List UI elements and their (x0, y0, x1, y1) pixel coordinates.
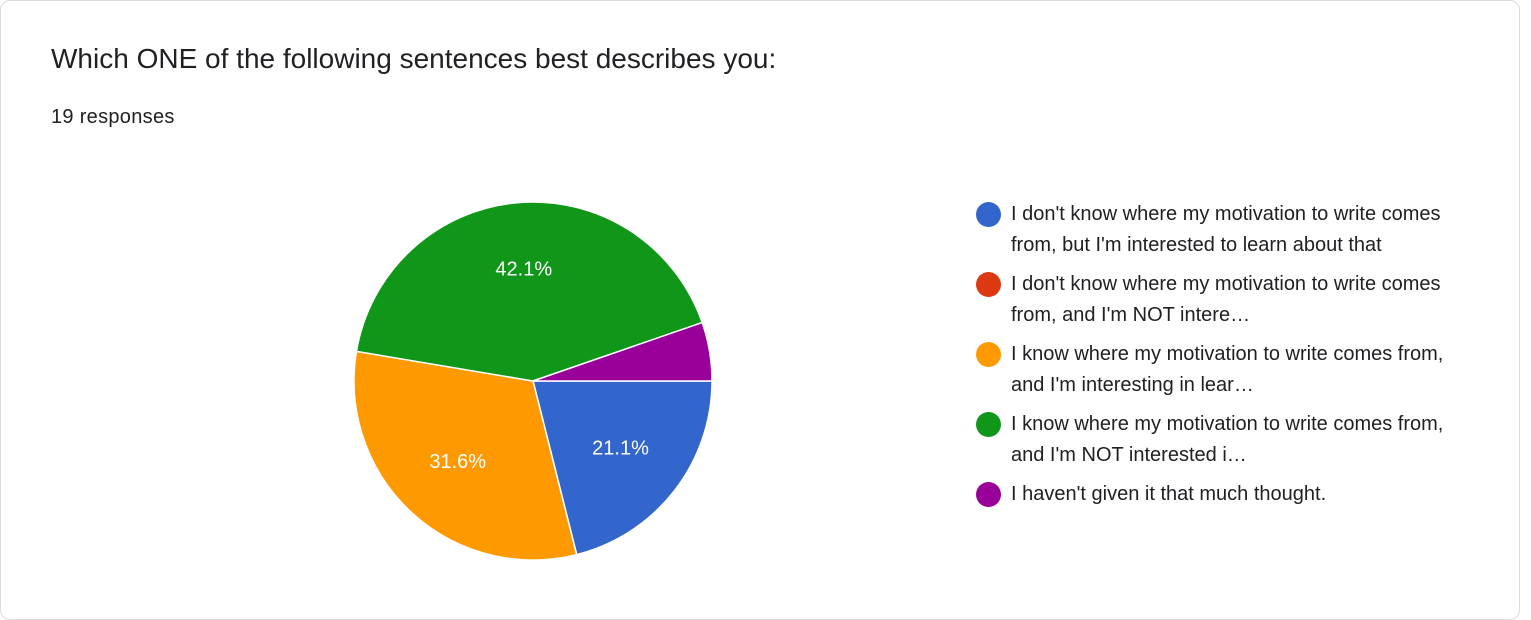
legend-item: I don't know where my motivation to writ… (976, 199, 1456, 261)
legend-label: I know where my motivation to write come… (1011, 413, 1444, 466)
legend-item: I know where my motivation to write come… (976, 409, 1456, 471)
legend-item: I don't know where my motivation to writ… (976, 269, 1456, 331)
response-count: 19 responses (51, 106, 175, 128)
legend-swatch (976, 412, 1001, 437)
chart-title: Which ONE of the following sentences bes… (51, 43, 777, 74)
pie-chart: 21.1% 31.6% 42.1% (353, 201, 713, 561)
pie-slice (532, 321, 713, 382)
pie-slice (353, 350, 578, 561)
legend-item: I know where my motivation to write come… (976, 339, 1456, 401)
legend: I don't know where my motivation to writ… (976, 199, 1456, 518)
slice-label: 42.1% (495, 259, 552, 281)
legend-label: I don't know where my motivation to writ… (1011, 273, 1441, 326)
legend-label: I haven't given it that much thought. (1011, 483, 1327, 505)
legend-item: I haven't given it that much thought. (976, 479, 1456, 510)
legend-swatch (976, 202, 1001, 227)
legend-swatch (976, 482, 1001, 507)
slice-label: 21.1% (592, 438, 649, 460)
legend-label: I know where my motivation to write come… (1011, 343, 1444, 396)
legend-swatch (976, 272, 1001, 297)
legend-label: I don't know where my motivation to writ… (1011, 203, 1441, 256)
legend-swatch (976, 342, 1001, 367)
pie-slice (532, 380, 713, 556)
pie-slice (355, 201, 704, 382)
slice-label: 31.6% (429, 451, 486, 473)
